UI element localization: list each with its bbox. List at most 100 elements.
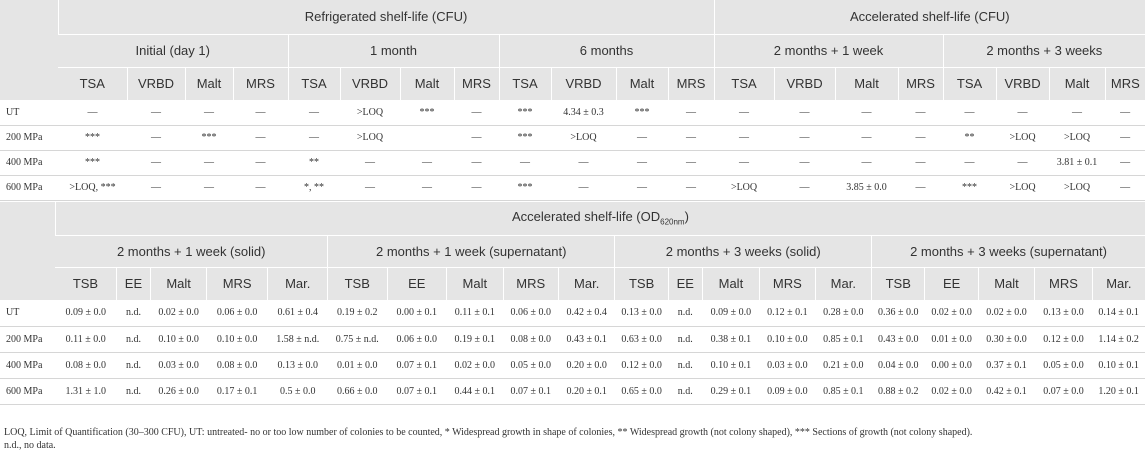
table-cell: 4.34 ± 0.3 bbox=[551, 100, 616, 126]
table-cell: n.d. bbox=[116, 352, 151, 379]
table-cell: 0.42 ± 0.4 bbox=[558, 300, 615, 327]
medium-header: TSA bbox=[287, 67, 340, 100]
table-row: UT — — — — — >LOQ *** — *** 4.34 ± 0.3 *** — — — — — — — — — bbox=[0, 100, 1145, 126]
table-cell: — bbox=[288, 125, 340, 151]
table-cell: 0.65 ± 0.0 bbox=[614, 378, 669, 405]
table-cell: — bbox=[668, 175, 715, 201]
table-cell: n.d. bbox=[116, 300, 151, 327]
table-cell: 0.08 ± 0.0 bbox=[503, 326, 559, 353]
table-cell: 0.36 ± 0.0 bbox=[871, 300, 925, 327]
period-header: Initial (day 1) bbox=[58, 34, 288, 68]
table-cell: — bbox=[1105, 125, 1145, 151]
table-cell: — bbox=[774, 125, 836, 151]
table-cell: 0.07 ± 0.1 bbox=[387, 352, 447, 379]
table-cell: — bbox=[898, 125, 944, 151]
table-cell: >LOQ bbox=[996, 125, 1050, 151]
row-label: 200 MPa bbox=[0, 125, 58, 151]
table-cell: 0.30 ± 0.0 bbox=[978, 326, 1035, 353]
table-cell: 1.31 ± 1.0 bbox=[55, 378, 116, 405]
table-cell: — bbox=[835, 150, 899, 176]
table-cell: >LOQ bbox=[340, 100, 400, 126]
row-label: UT bbox=[0, 300, 56, 327]
medium-header: EE bbox=[667, 267, 703, 300]
table-cell: ** bbox=[288, 150, 340, 176]
period-header: 2 months + 3 weeks bbox=[942, 34, 1145, 68]
table-cell: — bbox=[233, 100, 288, 126]
medium-header: Malt bbox=[446, 267, 504, 300]
medium-header: Malt bbox=[977, 267, 1035, 300]
table-cell: n.d. bbox=[116, 326, 151, 353]
table-cell: — bbox=[454, 125, 499, 151]
table-cell: — bbox=[127, 175, 185, 201]
table-cell: 0.20 ± 0.0 bbox=[558, 352, 615, 379]
table-cell: — bbox=[127, 100, 185, 126]
table-cell: 0.08 ± 0.0 bbox=[206, 352, 268, 379]
medium-header: VRBD bbox=[995, 67, 1050, 100]
table-cell: *** bbox=[58, 150, 127, 176]
table-cell: — bbox=[714, 150, 775, 176]
table-cell: 0.05 ± 0.0 bbox=[503, 352, 559, 379]
table-cell: 0.02 ± 0.0 bbox=[446, 352, 504, 379]
medium-header: TSA bbox=[58, 67, 127, 100]
table-cell: 0.29 ± 0.1 bbox=[702, 378, 760, 405]
table-cell: *** bbox=[943, 175, 997, 201]
table-refrigerated-accelerated-cfu: Refrigerated shelf-life (CFU) Accelerate… bbox=[0, 0, 1145, 201]
table-cell: n.d. bbox=[668, 378, 703, 405]
medium-header: TSA bbox=[942, 67, 997, 100]
medium-header: Malt bbox=[184, 67, 233, 100]
table-cell: — bbox=[185, 150, 233, 176]
medium-header: Malt bbox=[834, 67, 899, 100]
table-cell: >LOQ bbox=[1049, 125, 1106, 151]
medium-header: MRS bbox=[1104, 67, 1145, 100]
table-cell: 0.38 ± 0.1 bbox=[702, 326, 760, 353]
table-cell: n.d. bbox=[116, 378, 151, 405]
medium-header: MRS bbox=[205, 267, 268, 300]
table-cell: — bbox=[454, 175, 499, 201]
table-cell: — bbox=[835, 125, 899, 151]
table-cell: — bbox=[551, 175, 616, 201]
table-cell: 0.61 ± 0.4 bbox=[267, 300, 328, 327]
table-cell: 0.09 ± 0.0 bbox=[759, 378, 816, 405]
header-corner bbox=[0, 202, 56, 300]
table-cell: 0.13 ± 0.0 bbox=[267, 352, 328, 379]
table-cell: 0.06 ± 0.0 bbox=[503, 300, 559, 327]
medium-header: Malt bbox=[1048, 67, 1106, 100]
table-cell: — bbox=[668, 125, 715, 151]
medium-header: Malt bbox=[399, 67, 454, 100]
table-row: 200 MPa *** — *** — — >LOQ — *** >LOQ — — — — — — ** >LOQ… bbox=[0, 125, 1145, 151]
medium-header: TSB bbox=[326, 267, 388, 300]
table-cell: 0.10 ± 0.0 bbox=[150, 326, 207, 353]
table-cell: 0.09 ± 0.0 bbox=[702, 300, 760, 327]
table-row: 400 MPa 0.08 ± 0.0 n.d. 0.03 ± 0.0 0.08 ± 0.… bbox=[0, 352, 1145, 379]
table-cell: — bbox=[774, 150, 836, 176]
table-cell: n.d. bbox=[668, 326, 703, 353]
table-cell: — bbox=[943, 100, 997, 126]
table-cell: — bbox=[127, 150, 185, 176]
table-cell: — bbox=[668, 150, 715, 176]
table-cell: *** bbox=[499, 175, 551, 201]
medium-header: MRS bbox=[453, 67, 499, 100]
row-label: 200 MPa bbox=[0, 326, 56, 353]
table-cell: — bbox=[996, 150, 1050, 176]
medium-header: MRS bbox=[232, 67, 288, 100]
table-cell: 0.05 ± 0.0 bbox=[1034, 352, 1093, 379]
medium-header: VRBD bbox=[773, 67, 836, 100]
table-cell: *** bbox=[185, 125, 233, 151]
refrigerated-header: Refrigerated shelf-life (CFU) bbox=[57, 0, 715, 35]
table-cell: 0.88 ± 0.2 bbox=[871, 378, 925, 405]
medium-header: VRBD bbox=[550, 67, 616, 100]
table-cell: — bbox=[233, 150, 288, 176]
table-cell: 0.19 ± 0.2 bbox=[327, 300, 388, 327]
medium-header: VRBD bbox=[339, 67, 400, 100]
table-cell: >LOQ bbox=[340, 125, 400, 151]
table-cell: — bbox=[400, 175, 454, 201]
table-cell: — bbox=[400, 150, 454, 176]
table-cell: 0.37 ± 0.1 bbox=[978, 352, 1035, 379]
group-header: 2 months + 1 week (solid) bbox=[55, 235, 328, 268]
table-cell: — bbox=[288, 100, 340, 126]
table-cell: 0.12 ± 0.1 bbox=[759, 300, 816, 327]
medium-header: MRS bbox=[1034, 267, 1093, 300]
table-cell: >LOQ bbox=[551, 125, 616, 151]
table-cell: >LOQ bbox=[714, 175, 775, 201]
table-cell: — bbox=[340, 150, 400, 176]
